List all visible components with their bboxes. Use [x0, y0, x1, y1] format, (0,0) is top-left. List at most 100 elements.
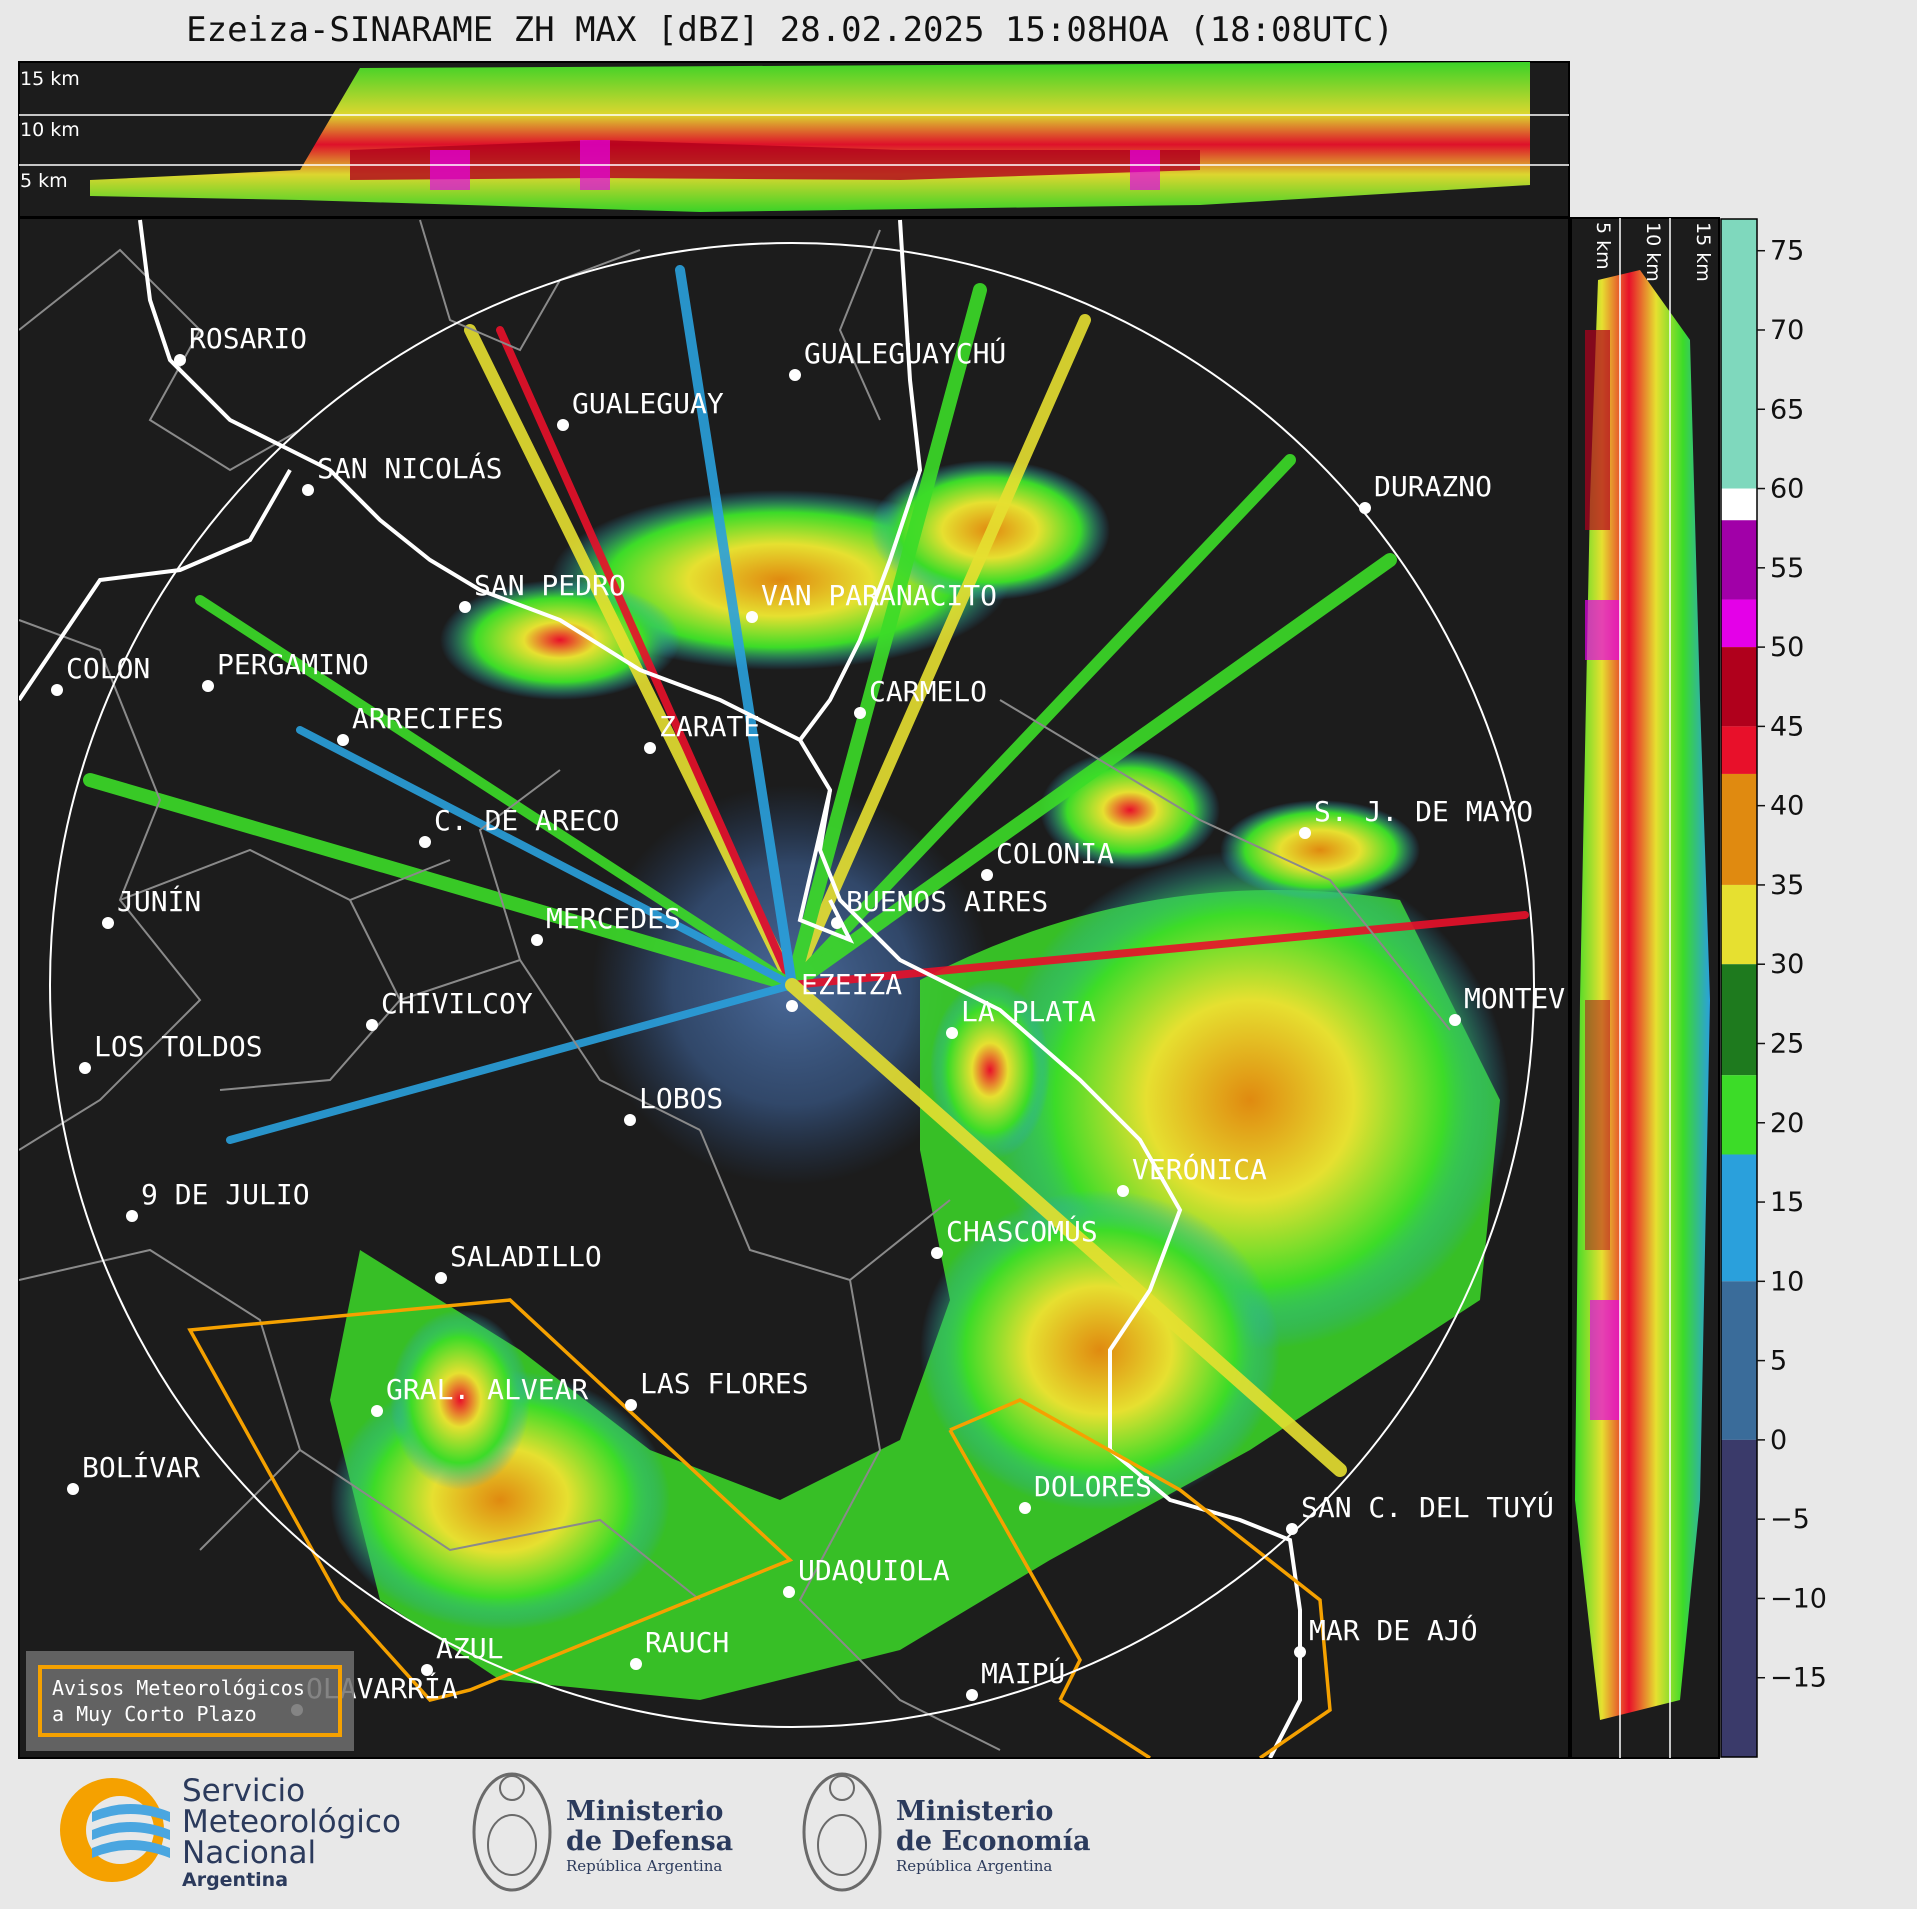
- colorbar-tick-label: −10: [1770, 1583, 1827, 1614]
- city-dot: [67, 1483, 79, 1495]
- city-label: RAUCH: [645, 1626, 729, 1659]
- city-dot: [946, 1027, 958, 1039]
- economia-text: Ministerio de Economía República Argenti…: [896, 1796, 1090, 1876]
- smn-line1: Servicio: [182, 1773, 306, 1809]
- colorbar-tick-label: 55: [1770, 553, 1804, 584]
- admin-borders: [19, 219, 1451, 1751]
- city-label: CARMELO: [869, 675, 987, 708]
- warning-polygons: [187, 1298, 1332, 1758]
- colorbar-swatches: [1721, 219, 1757, 1757]
- defensa-line1: Ministerio: [566, 1796, 724, 1827]
- city-dot: [625, 1399, 637, 1411]
- colorbar-tick-label: 50: [1770, 632, 1804, 663]
- city-dot: [371, 1405, 383, 1417]
- top-cross-section: 15 km 10 km 5 km: [18, 61, 1570, 218]
- city-label: SALADILLO: [450, 1240, 602, 1273]
- top-height-label-5: 5 km: [20, 170, 68, 192]
- city-marker: C. DE ARECO: [419, 804, 619, 848]
- side-cross-section: 5 km 10 km 15 km: [1570, 217, 1720, 1759]
- city-marker: CHASCOMÚS: [931, 1214, 1098, 1259]
- city-label: LOBOS: [639, 1082, 723, 1115]
- city-label: DURAZNO: [1374, 470, 1492, 503]
- colorbar-swatch: [1721, 726, 1757, 774]
- city-layer: ROSARIO GUALEGUAYCHÚ GUALEGUAY SAN NICOLÁS D…: [51, 322, 1565, 1716]
- colorbar-swatch: [1721, 219, 1757, 489]
- city-dot: [1019, 1502, 1031, 1514]
- warning-legend-line2: a Muy Corto Plazo: [52, 1702, 257, 1726]
- city-label: ARRECIFES: [352, 702, 504, 735]
- city-dot: [302, 484, 314, 496]
- city-dot: [459, 601, 471, 613]
- colorbar-swatch: [1721, 488, 1757, 521]
- range-ring: [49, 242, 1535, 1728]
- city-marker: LOS TOLDOS: [79, 1030, 263, 1074]
- city-marker: MONTEV: [1449, 982, 1565, 1026]
- city-marker: PERGAMINO: [202, 648, 369, 692]
- colorbar-swatch: [1721, 1281, 1757, 1440]
- city-label: GUALEGUAYCHÚ: [804, 336, 1006, 370]
- city-label: LAS FLORES: [640, 1367, 809, 1400]
- city-marker: BOLÍVAR: [67, 1450, 200, 1495]
- warning-legend-line1: Avisos Meteorológicos: [52, 1676, 305, 1700]
- colorbar-swatch: [1721, 599, 1757, 648]
- colorbar-tick-label: 60: [1770, 474, 1804, 505]
- city-label: VERÓNICA: [1132, 1152, 1267, 1186]
- city-marker: S. J. DE MAYO: [1299, 795, 1533, 839]
- city-marker: COLON: [51, 652, 150, 696]
- city-label: MONTEV: [1464, 982, 1565, 1015]
- city-dot: [366, 1019, 378, 1031]
- city-dot: [1286, 1523, 1298, 1535]
- city-dot: [421, 1664, 433, 1676]
- side-height-label-15: 15 km: [1692, 222, 1714, 282]
- city-marker: LAS FLORES: [625, 1367, 809, 1411]
- colorbar-tick-label: 40: [1770, 791, 1804, 822]
- colorbar-tick-label: 45: [1770, 711, 1804, 742]
- city-dot: [1294, 1646, 1306, 1658]
- side-height-label-5: 5 km: [1592, 222, 1614, 270]
- colorbar-tick-label: −15: [1770, 1663, 1827, 1694]
- defensa-sub: República Argentina: [566, 1857, 723, 1875]
- radar-map: ROSARIO GUALEGUAYCHÚ GUALEGUAY SAN NICOLÁS D…: [18, 217, 1570, 1759]
- city-label: LA PLATA: [961, 995, 1096, 1028]
- city-marker: MAR DE AJÓ: [1294, 1613, 1478, 1658]
- city-label: CHASCOMÚS: [946, 1214, 1098, 1248]
- city-label: S. J. DE MAYO: [1314, 795, 1533, 828]
- colorbar-swatch: [1721, 1154, 1757, 1282]
- economia-sub: República Argentina: [896, 1857, 1053, 1875]
- city-label: CHIVILCOY: [381, 987, 533, 1020]
- warning-legend: Avisos Meteorológicos a Muy Corto Plazo: [26, 1651, 354, 1751]
- city-dot: [624, 1114, 636, 1126]
- city-label: 9 DE JULIO: [141, 1178, 310, 1211]
- colorbar-tick-label: 20: [1770, 1108, 1804, 1139]
- colorbar-tick-label: 35: [1770, 870, 1804, 901]
- smn-logo: [60, 1778, 170, 1882]
- city-marker: SAN PEDRO: [459, 569, 626, 613]
- defensa-seal: [472, 1772, 552, 1892]
- defensa-text: Ministerio de Defensa República Argentin…: [566, 1796, 733, 1876]
- city-marker: COLONIA: [981, 837, 1114, 881]
- economia-line1: Ministerio: [896, 1796, 1054, 1827]
- city-label: COLONIA: [996, 837, 1114, 870]
- city-dot: [746, 611, 758, 623]
- city-marker: GUALEGUAY: [557, 387, 724, 431]
- city-marker: ARRECIFES: [337, 702, 504, 746]
- colorbar-tick-label: 75: [1770, 236, 1804, 267]
- colorbar-tick-label: 5: [1770, 1346, 1787, 1377]
- city-marker: ZARATE: [644, 710, 760, 754]
- city-label: EZEIZA: [801, 968, 902, 1001]
- city-dot: [1449, 1014, 1461, 1026]
- city-dot: [783, 1586, 795, 1598]
- city-dot: [966, 1689, 978, 1701]
- city-label: VAN PARANACITO: [761, 579, 997, 612]
- city-dot: [202, 680, 214, 692]
- colorbar-tick-label: −5: [1770, 1504, 1810, 1535]
- city-marker: 9 DE JULIO: [126, 1178, 310, 1222]
- city-marker: SAN C. DEL TUYÚ: [1286, 1490, 1554, 1535]
- smn-line2: Meteorológico: [182, 1804, 401, 1840]
- city-label: PERGAMINO: [217, 648, 369, 681]
- city-dot: [981, 869, 993, 881]
- colorbar-tick-label: 25: [1770, 1028, 1804, 1059]
- city-label: GUALEGUAY: [572, 387, 724, 420]
